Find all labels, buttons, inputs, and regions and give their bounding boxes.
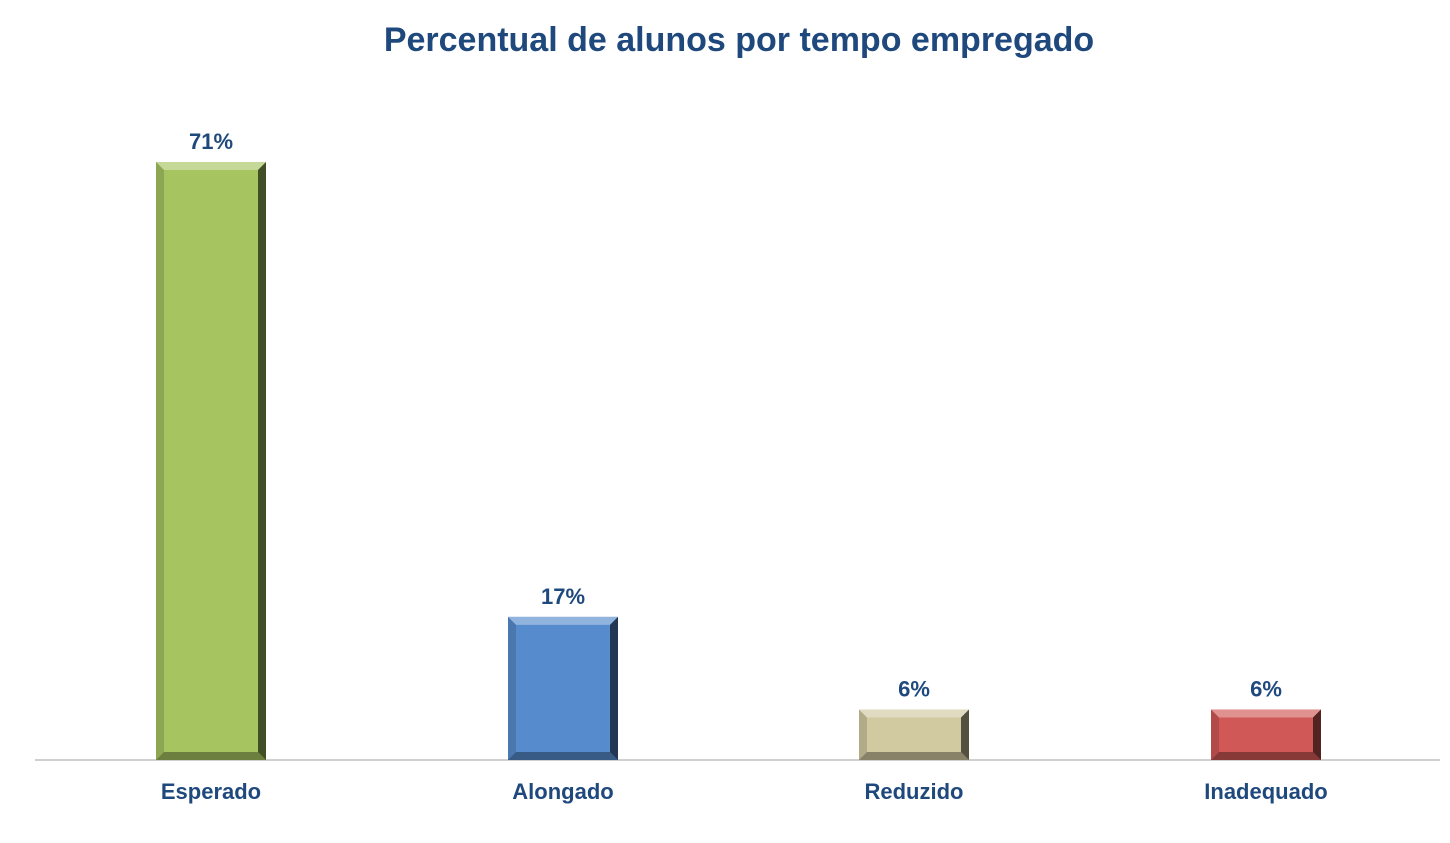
bar-bevel-right (258, 162, 266, 760)
bar-bevel-bottom (859, 752, 969, 760)
bar-esperado: 71% Esperado (156, 129, 266, 804)
bar-bevel-bottom (1211, 752, 1321, 760)
bar-bevel-top (859, 709, 969, 718)
bar-bevel-left (859, 709, 867, 760)
bar-reduzido: 6% Reduzido (859, 676, 969, 804)
data-label: 17% (541, 584, 585, 609)
data-label: 6% (1250, 676, 1282, 701)
bar-alongado: 17% Alongado (508, 584, 618, 804)
data-label: 6% (898, 676, 930, 701)
bar-body (508, 616, 618, 760)
chart-title: Percentual de alunos por tempo empregado (384, 21, 1094, 59)
bar-body (156, 162, 266, 760)
x-tick-label: Esperado (161, 779, 261, 804)
bar-bevel-right (1313, 709, 1321, 760)
x-tick-label: Reduzido (865, 779, 964, 804)
bar-bevel-left (1211, 709, 1219, 760)
data-label: 71% (189, 129, 233, 154)
bar-bevel-bottom (156, 752, 266, 760)
bar-bevel-top (1211, 709, 1321, 718)
bar-bevel-left (508, 616, 516, 760)
bar-inadequado: 6% Inadequado (1204, 676, 1327, 804)
bar-bevel-bottom (508, 752, 618, 760)
bar-body (859, 709, 969, 760)
bar-bevel-left (156, 162, 164, 760)
x-tick-label: Inadequado (1204, 779, 1327, 804)
bar-bevel-right (610, 616, 618, 760)
bar-bevel-top (156, 162, 266, 170)
bar-bevel-right (961, 709, 969, 760)
x-tick-label: Alongado (512, 779, 613, 804)
bar-body (1211, 709, 1321, 760)
bar-bevel-top (508, 616, 618, 625)
